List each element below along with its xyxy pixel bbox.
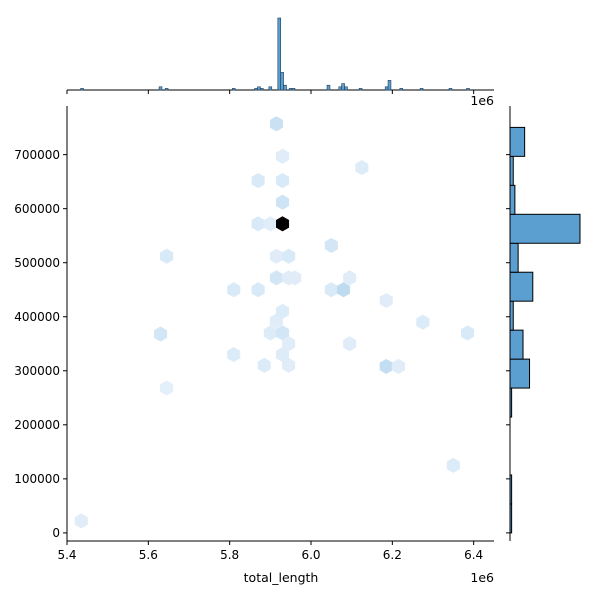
top-histogram-bar: [80, 88, 84, 91]
hexbin-cell: [446, 457, 460, 473]
top-histogram-bar: [384, 86, 389, 91]
hexbin-cell: [251, 282, 265, 298]
top-histogram-bar: [291, 88, 296, 91]
hexbin-cell: [324, 282, 338, 298]
top-histogram-bar: [158, 86, 163, 91]
top-histogram-bar: [326, 84, 331, 91]
top-histogram-bar: [448, 88, 453, 91]
hexbin-cell: [154, 326, 168, 342]
top-histogram-bar: [419, 88, 424, 91]
top-histogram-bar: [283, 84, 287, 91]
hexbin-cell: [379, 292, 393, 309]
y-tick-label: 0: [52, 526, 60, 540]
hexbin-cell: [227, 347, 241, 363]
x-tick-label: 5.8: [220, 548, 239, 562]
hexbin-cell: [379, 358, 393, 375]
top-histogram-offset-label: 1e6: [470, 93, 494, 108]
hexbin-cell: [74, 513, 88, 529]
right-histogram-bar: [509, 242, 519, 273]
hexbin-cell: [324, 237, 338, 253]
x-tick-label: 5.4: [57, 548, 76, 562]
hexbin-cell: [336, 282, 351, 298]
y-tick-label: 400000: [14, 310, 60, 324]
y-tick-label: 200000: [14, 418, 60, 432]
hexbin-cell: [275, 303, 290, 319]
hexbin-cells: [74, 116, 475, 529]
hexbin-cell: [251, 173, 265, 189]
hexbin-cell: [251, 216, 265, 232]
top-histogram-bar: [338, 86, 343, 91]
top-histogram-bar: [358, 88, 363, 91]
hexbin-cell: [275, 173, 290, 189]
x-tick-label: 6.2: [383, 548, 402, 562]
x-tick-label: 6.4: [464, 548, 483, 562]
hexbin-cell: [282, 357, 296, 373]
top-histogram-bar: [399, 88, 404, 91]
y-axis: 0 100000 200000 300000 400000 500000 600000 700…: [14, 106, 68, 541]
x-tick-label: 5.6: [139, 548, 158, 562]
y-tick-label: 500000: [14, 256, 60, 270]
hexbin-cell: [288, 270, 302, 286]
hexbin-cell: [343, 336, 357, 352]
top-histogram-bar: [344, 86, 348, 91]
hexbin-cell: [263, 216, 277, 232]
hexbin-cell: [416, 314, 430, 330]
hexbin-cell: [461, 325, 475, 341]
top-histogram-bar: [277, 17, 282, 91]
y-tick-label: 100000: [14, 472, 60, 486]
y-tick-label: 600000: [14, 202, 60, 216]
hexbin-cell: [263, 325, 277, 341]
hexbin-cell: [160, 248, 174, 264]
hexbin-cell: [269, 270, 283, 286]
right-histogram-bar: [509, 474, 513, 505]
hexbin-cell: [257, 357, 271, 373]
hexbin-cell: [275, 148, 290, 164]
right-histogram-bar: [509, 213, 581, 244]
x-axis-offset-label: 1e6: [470, 570, 494, 585]
top-histogram-bar: [260, 88, 264, 91]
x-axis-label: total_length: [244, 570, 319, 585]
hexbin-cell: [269, 248, 283, 264]
hexbin-cell: [282, 248, 296, 264]
top-marginal-histogram: [66, 17, 494, 94]
right-histogram-bar: [509, 358, 531, 389]
hexbin-cell: [343, 270, 357, 286]
right-histogram-bar: [509, 126, 526, 157]
top-histogram-bar: [164, 88, 169, 91]
top-histogram-bar: [341, 83, 345, 91]
hexbin-plot-area: 5.4 5.6 5.8 6.0 6.2 6.4 0 100000 200000 300000 40…: [14, 106, 494, 562]
hexbin-cell: [227, 282, 241, 298]
hexbin-cell: [269, 116, 283, 132]
hexbin-cell: [391, 358, 405, 375]
x-tick-label: 6.0: [301, 548, 320, 562]
right-histogram-bar: [509, 503, 513, 534]
top-histogram-bar: [231, 88, 236, 91]
x-axis: 5.4 5.6 5.8 6.0 6.2 6.4: [57, 540, 494, 562]
top-histogram-bar: [268, 86, 273, 91]
top-histogram-bar: [257, 86, 261, 91]
right-histogram-bar: [509, 184, 516, 215]
hexbin-cell: [282, 336, 296, 352]
top-histogram-bar: [466, 88, 470, 91]
top-histogram-bar: [254, 88, 258, 91]
right-histogram-bar: [509, 329, 524, 360]
hexbin-cell: [275, 194, 290, 210]
top-histogram-bar: [280, 72, 284, 91]
y-tick-label: 700000: [14, 148, 60, 162]
right-histogram-bar: [509, 300, 514, 331]
top-histogram-bar: [387, 80, 392, 91]
hexbin-cell: [275, 216, 290, 232]
y-tick-label: 300000: [14, 364, 60, 378]
right-histogram-bar: [509, 387, 513, 418]
hexbin-cell: [355, 160, 369, 176]
right-histogram-bar: [509, 271, 534, 302]
top-histogram-bar: [288, 88, 293, 91]
right-marginal-histogram: [506, 106, 581, 541]
right-histogram-bar: [509, 155, 514, 186]
hexbin-cell: [160, 380, 174, 396]
